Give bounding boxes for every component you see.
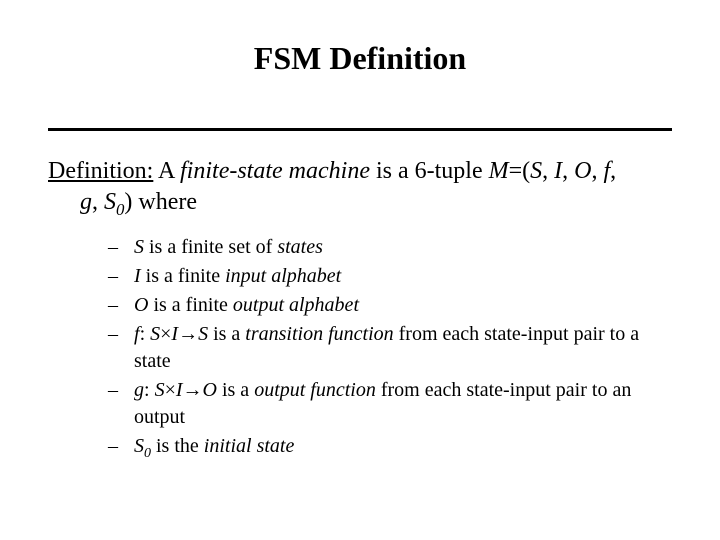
bullet-text: S0 is the initial state (134, 433, 672, 464)
tuple-sep: , (591, 158, 603, 184)
bullet-term: states (277, 236, 323, 258)
tuple-O: O (574, 158, 591, 184)
list-item: – f: S×I→S is a transition function from… (108, 321, 672, 375)
bullet-text: f: S×I→S is a transition function from e… (134, 321, 672, 375)
bullet-mid: is a finite (141, 265, 225, 287)
bullet-dash: – (108, 433, 134, 464)
definition-line: Definition: A finite-state machine is a … (48, 156, 672, 220)
tuple-S0-S: S (104, 189, 116, 215)
bullet-text: O is a finite output alphabet (134, 292, 672, 319)
bullet-mid: is a finite set of (144, 236, 277, 258)
definition-text: is a 6-tuple (370, 158, 489, 184)
tuple-close: ) where (124, 189, 197, 215)
bullet-text: I is a finite input alphabet (134, 263, 672, 290)
bullet-func-S: S (155, 379, 165, 401)
bullet-text: S is a finite set of states (134, 234, 672, 261)
tuple-eq: =( (509, 158, 531, 184)
bullet-dash: – (108, 377, 134, 431)
bullet-dash: – (108, 321, 134, 375)
tuple-I: I (554, 158, 562, 184)
bullet-text: g: S×I→O is a output function from each … (134, 377, 672, 431)
tuple-sep: , (542, 158, 554, 184)
bullet-term: output function (254, 379, 376, 401)
bullet-list: – S is a finite set of states – I is a f… (48, 234, 672, 464)
list-item: – O is a finite output alphabet (108, 292, 672, 319)
bullet-symbol-sub: 0 (144, 446, 151, 461)
bullet-mid: is a (208, 323, 245, 345)
bullet-mid: is a (217, 379, 254, 401)
horizontal-rule (48, 128, 672, 131)
bullet-symbol: O (134, 294, 148, 316)
bullet-func-name: g (134, 379, 144, 401)
bullet-term: initial state (204, 435, 295, 457)
bullet-symbol: S (134, 236, 144, 258)
list-item: – S0 is the initial state (108, 433, 672, 464)
bullet-dash: – (108, 234, 134, 261)
bullet-func-R: S (198, 323, 208, 345)
tuple-sep: , (92, 189, 104, 215)
bullet-term: transition function (245, 323, 393, 345)
definition-text: A (153, 158, 180, 184)
bullet-term: input alphabet (225, 265, 341, 287)
slide-title: FSM Definition (0, 40, 720, 77)
definition-label: Definition: (48, 158, 153, 184)
bullet-symbol: S (134, 435, 144, 457)
bullet-func-R: O (203, 379, 217, 401)
bullet-dash: – (108, 292, 134, 319)
slide-body: Definition: A finite-state machine is a … (48, 156, 672, 466)
definition-term: finite-state machine (180, 158, 370, 184)
bullet-func-arrow: → (178, 323, 198, 345)
bullet-func-S: S (150, 323, 160, 345)
bullet-func-times: × (160, 323, 171, 345)
list-item: – g: S×I→O is a output function from eac… (108, 377, 672, 431)
bullet-dash: – (108, 263, 134, 290)
slide: FSM Definition Definition: A finite-stat… (0, 0, 720, 540)
bullet-func-colon: : (144, 379, 155, 401)
tuple-sep: , (610, 158, 616, 184)
tuple-g: g (80, 189, 92, 215)
bullet-func-colon: : (140, 323, 151, 345)
bullet-mid: is a finite (148, 294, 232, 316)
bullet-mid: is the (151, 435, 204, 457)
list-item: – S is a finite set of states (108, 234, 672, 261)
bullet-func-I: I (176, 379, 183, 401)
bullet-func-arrow: → (183, 379, 203, 401)
tuple-sep: , (562, 158, 574, 184)
list-item: – I is a finite input alphabet (108, 263, 672, 290)
bullet-symbol: I (134, 265, 141, 287)
tuple-S: S (530, 158, 542, 184)
bullet-func-times: × (165, 379, 176, 401)
bullet-term: output alphabet (233, 294, 359, 316)
tuple-M: M (489, 158, 509, 184)
